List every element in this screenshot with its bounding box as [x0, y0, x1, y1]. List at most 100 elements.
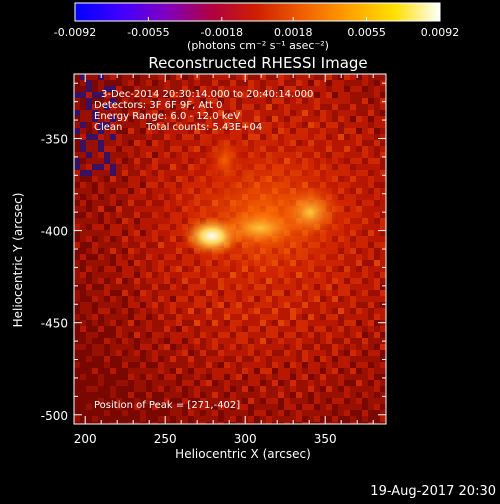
image-pixel	[74, 170, 80, 176]
image-pixel	[104, 398, 110, 404]
image-pixel	[188, 302, 194, 308]
image-pixel	[128, 320, 134, 326]
image-pixel	[332, 302, 338, 308]
image-pixel	[260, 314, 266, 320]
image-pixel	[380, 356, 386, 362]
image-pixel	[254, 314, 260, 320]
image-pixel	[218, 416, 224, 422]
image-pixel	[86, 128, 92, 134]
image-pixel	[302, 92, 308, 98]
image-pixel	[230, 404, 236, 410]
image-pixel	[98, 104, 104, 110]
image-pixel	[140, 368, 146, 374]
image-pixel	[146, 374, 152, 380]
image-pixel	[164, 404, 170, 410]
image-pixel	[302, 368, 308, 374]
image-pixel	[92, 338, 98, 344]
image-pixel	[314, 86, 320, 92]
image-pixel	[170, 416, 176, 422]
image-pixel	[86, 386, 92, 392]
image-pixel	[380, 158, 386, 164]
image-pixel	[278, 368, 284, 374]
image-pixel	[224, 392, 230, 398]
image-pixel	[128, 254, 134, 260]
image-pixel	[128, 176, 134, 182]
image-pixel	[152, 140, 158, 146]
image-pixel	[80, 392, 86, 398]
image-pixel	[176, 116, 182, 122]
image-pixel	[344, 302, 350, 308]
image-pixel	[284, 104, 290, 110]
image-pixel	[314, 410, 320, 416]
image-pixel	[164, 392, 170, 398]
image-pixel	[344, 368, 350, 374]
image-pixel	[284, 332, 290, 338]
image-pixel	[152, 134, 158, 140]
image-pixel	[128, 356, 134, 362]
image-pixel	[104, 326, 110, 332]
image-pixel	[266, 356, 272, 362]
image-pixel	[98, 152, 104, 158]
image-pixel	[200, 80, 206, 86]
image-pixel	[134, 134, 140, 140]
image-pixel	[74, 254, 80, 260]
image-pixel	[278, 104, 284, 110]
image-pixel	[332, 398, 338, 404]
image-pixel	[314, 122, 320, 128]
image-pixel	[128, 284, 134, 290]
image-pixel	[308, 116, 314, 122]
image-pixel	[104, 92, 110, 98]
image-pixel	[170, 74, 176, 80]
image-pixel	[80, 80, 86, 86]
image-pixel	[122, 86, 128, 92]
image-pixel	[284, 380, 290, 386]
image-pixel	[380, 314, 386, 320]
image-pixel	[74, 164, 80, 170]
image-pixel	[260, 410, 266, 416]
image-pixel	[278, 356, 284, 362]
image-pixel	[164, 308, 170, 314]
image-pixel	[380, 140, 386, 146]
image-pixel	[302, 422, 308, 424]
image-pixel	[224, 110, 230, 116]
image-pixel	[314, 314, 320, 320]
image-pixel	[98, 272, 104, 278]
image-pixel	[212, 374, 218, 380]
image-pixel	[98, 224, 104, 230]
image-pixel	[356, 374, 362, 380]
image-pixel	[134, 410, 140, 416]
image-pixel	[104, 188, 110, 194]
image-pixel	[236, 308, 242, 314]
image-pixel	[356, 308, 362, 314]
image-pixel	[122, 212, 128, 218]
image-pixel	[140, 152, 146, 158]
image-pixel	[128, 248, 134, 254]
image-pixel	[380, 260, 386, 266]
image-pixel	[326, 326, 332, 332]
image-pixel	[332, 404, 338, 410]
image-pixel	[110, 164, 116, 170]
image-pixel	[248, 110, 254, 116]
image-pixel	[206, 104, 212, 110]
image-pixel	[176, 404, 182, 410]
image-pixel	[332, 92, 338, 98]
image-pixel	[218, 392, 224, 398]
image-pixel	[350, 380, 356, 386]
image-pixel	[104, 374, 110, 380]
image-pixel	[194, 98, 200, 104]
image-pixel	[110, 224, 116, 230]
image-pixel	[134, 104, 140, 110]
image-pixel	[104, 302, 110, 308]
image-pixel	[164, 134, 170, 140]
image-pixel	[284, 368, 290, 374]
image-pixel	[284, 74, 290, 80]
image-pixel	[254, 74, 260, 80]
image-pixel	[374, 158, 380, 164]
image-pixel	[248, 338, 254, 344]
image-pixel	[86, 218, 92, 224]
image-pixel	[92, 158, 98, 164]
image-pixel	[350, 368, 356, 374]
image-pixel	[140, 404, 146, 410]
image-pixel	[206, 344, 212, 350]
image-pixel	[122, 224, 128, 230]
